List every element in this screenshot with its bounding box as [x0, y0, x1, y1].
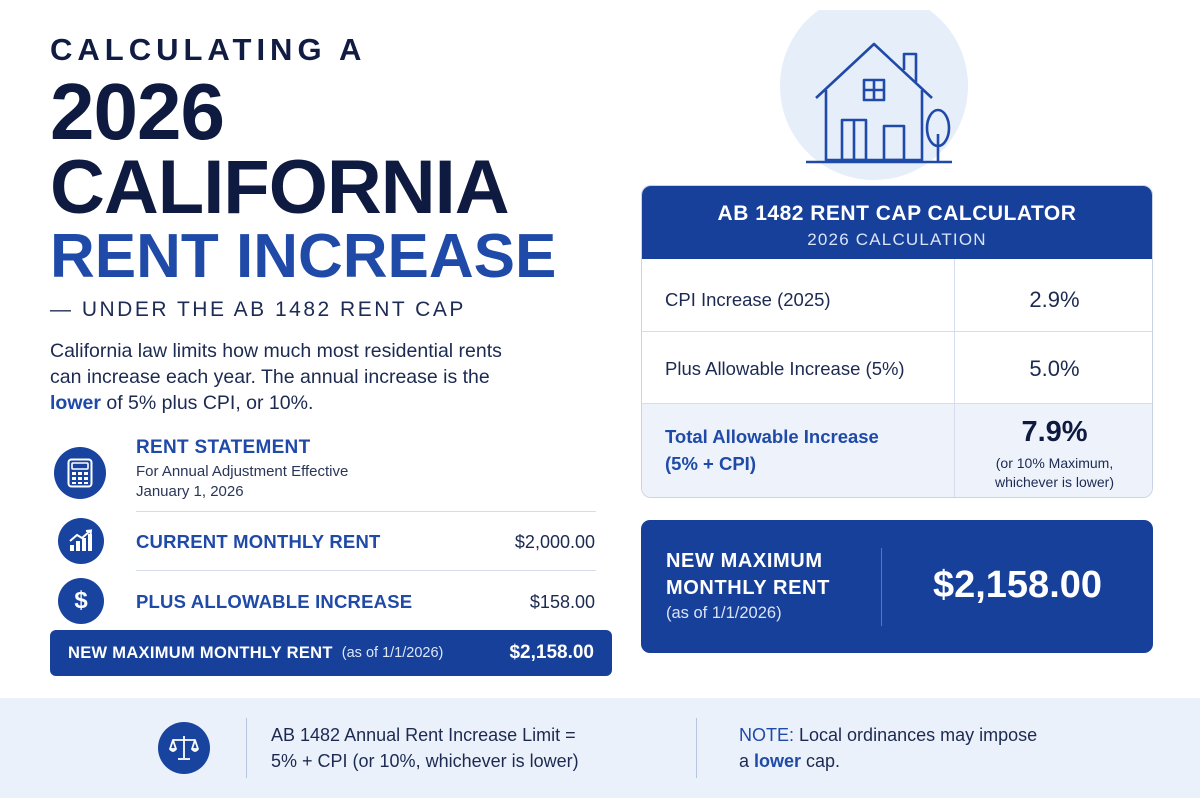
rent-limit-line1: AB 1482 Annual Rent Increase Limit = — [271, 725, 576, 745]
new-max-rent-amount: $2,158.00 — [509, 642, 594, 663]
max-rent-amount: $2,158.00 — [932, 564, 1103, 606]
statement-subtitle: For Annual Adjustment Effective January … — [136, 462, 436, 502]
total-allowable-label: Total Allowable Increase (5% + CPI) — [665, 423, 925, 477]
house-icon — [776, 0, 972, 182]
max-rent-asof: (as of 1/1/2026) — [666, 604, 782, 622]
max-rent-label: NEW MAXIMUM MONTHLY RENT — [666, 548, 886, 602]
title-state: CALIFORNIA — [50, 145, 510, 230]
allowable-increase-label: PLUS ALLOWABLE INCREASE — [136, 591, 413, 612]
calculator-header: AB 1482 RENT CAP CALCULATOR 2026 CALCULA… — [642, 186, 1152, 259]
statement-sub-line2: January 1, 2026 — [136, 483, 244, 500]
local-ordinance-note: NOTE: Local ordinances may impose a lowe… — [739, 722, 1159, 774]
new-max-rent-bar: NEW MAXIMUM MONTHLY RENT (as of 1/1/2026… — [50, 630, 612, 676]
total-note-line1: (or 10% Maximum, — [995, 455, 1114, 471]
kicker-text: CALCULATING A — [50, 32, 367, 67]
new-max-rent-label: NEW MAXIMUM MONTHLY RENT — [68, 643, 333, 662]
cpi-increase-value: 2.9% — [1029, 287, 1080, 312]
current-rent-label: CURRENT MONTHLY RENT — [136, 531, 381, 552]
note-text-line1: Local ordinances may impose — [794, 725, 1038, 745]
plus-allowable-label: Plus Allowable Increase (5%) — [665, 358, 905, 379]
calculator-title: AB 1482 RENT CAP CALCULATOR — [717, 202, 1077, 225]
statement-sub-line1: For Annual Adjustment Effective — [136, 463, 349, 480]
note-highlight: lower — [754, 751, 802, 771]
total-label-line1: Total Allowable Increase — [665, 426, 879, 447]
column-divider — [954, 259, 955, 497]
chart-growth-icon — [58, 518, 104, 564]
title-year: 2026 — [50, 67, 225, 156]
max-rent-label-line2: MONTHLY RENT — [666, 577, 830, 599]
divider — [136, 511, 596, 512]
calculator-subtitle: 2026 CALCULATION — [807, 230, 987, 249]
max-rent-label-line1: NEW MAXIMUM — [666, 550, 823, 572]
note-text-post: cap. — [801, 751, 841, 771]
calculator-icon — [54, 447, 106, 499]
note-text-pre: a — [739, 751, 755, 771]
footer-band: AB 1482 Annual Rent Increase Limit = 5% … — [0, 698, 1200, 798]
intro-part1: California law limits how much most resi… — [50, 340, 502, 388]
intro-paragraph: California law limits how much most resi… — [50, 338, 530, 416]
total-allowable-note: (or 10% Maximum, whichever is lower) — [955, 454, 1152, 492]
row-divider — [642, 331, 1152, 332]
intro-highlight: lower — [50, 392, 101, 414]
allowable-increase-value: $158.00 — [529, 592, 595, 612]
max-rent-card: NEW MAXIMUM MONTHLY RENT (as of 1/1/2026… — [641, 520, 1153, 653]
footer-divider — [246, 718, 247, 778]
note-prefix: NOTE: — [739, 725, 795, 745]
total-label-line2: (5% + CPI) — [665, 453, 756, 474]
plus-allowable-value: 5.0% — [1029, 356, 1080, 381]
rent-limit-text: AB 1482 Annual Rent Increase Limit = 5% … — [271, 722, 671, 774]
row-divider — [642, 403, 1152, 404]
new-max-rent-asof: (as of 1/1/2026) — [341, 645, 444, 661]
rent-cap-calculator: AB 1482 RENT CAP CALCULATOR 2026 CALCULA… — [641, 185, 1153, 498]
total-row-background — [642, 403, 1152, 497]
current-rent-value: $2,000.00 — [514, 532, 595, 552]
cpi-increase-label: CPI Increase (2025) — [665, 289, 831, 310]
dollar-icon: $ — [58, 578, 104, 624]
total-allowable-value: 7.9% — [1021, 416, 1088, 448]
divider — [136, 570, 596, 571]
statement-title: RENT STATEMENT — [136, 437, 311, 458]
rent-limit-line2: 5% + CPI (or 10%, whichever is lower) — [271, 751, 579, 771]
intro-part2: of 5% plus CPI, or 10%. — [100, 392, 314, 414]
card-divider — [881, 548, 882, 626]
total-note-line2: whichever is lower) — [994, 474, 1115, 490]
scales-icon — [158, 722, 210, 774]
subtitle: — UNDER THE AB 1482 RENT CAP — [50, 298, 466, 321]
footer-divider — [696, 718, 697, 778]
title-topic: RENT INCREASE — [50, 222, 557, 291]
